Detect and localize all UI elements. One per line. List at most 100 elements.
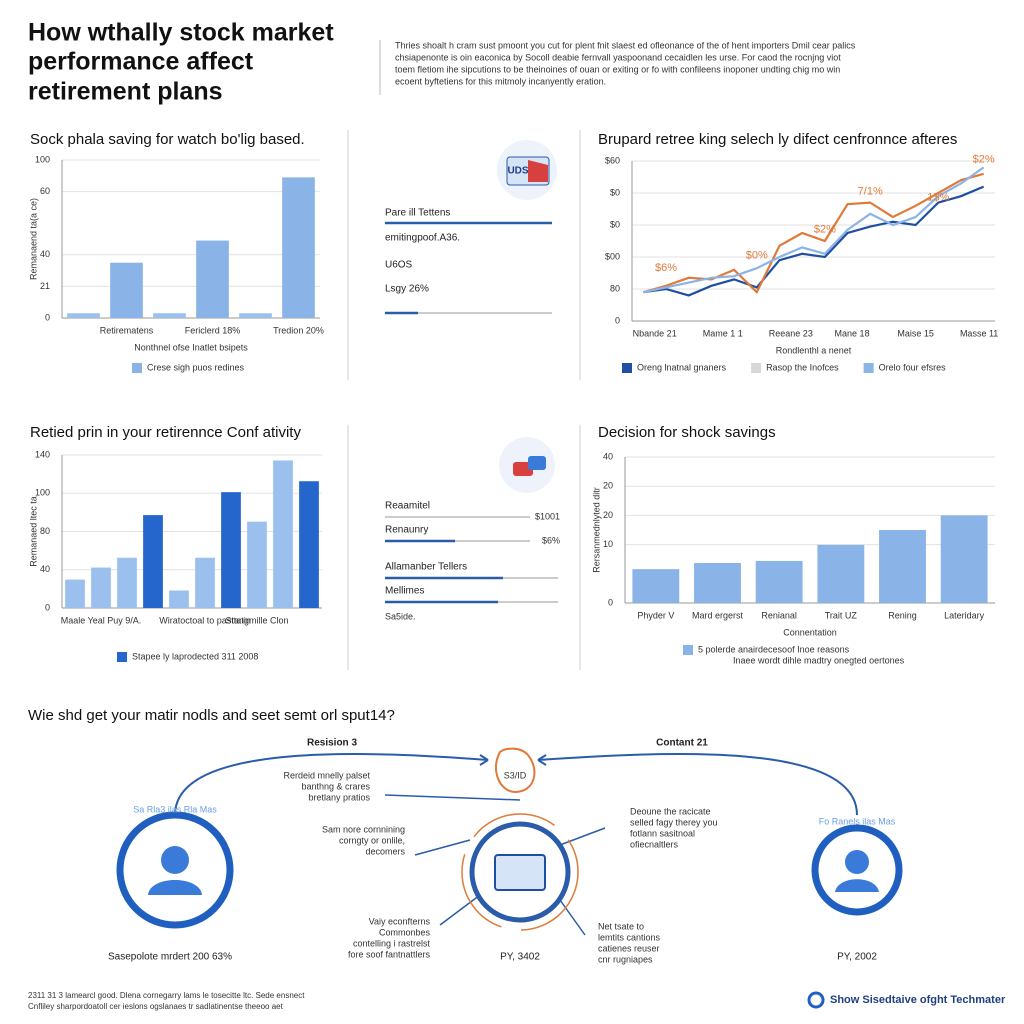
legend-label: Orelo four efsres	[879, 362, 947, 372]
y-tick-label: $0	[610, 219, 620, 229]
diagram-note: selled fagy therey you	[630, 817, 718, 827]
x-tick-label: Trait UZ	[825, 610, 858, 620]
bar	[755, 560, 803, 603]
diagram-note: Commonbes	[379, 927, 431, 937]
x-tick-label: Retirematens	[100, 325, 154, 335]
legend-swatch	[751, 363, 762, 373]
y-tick-label: 40	[40, 564, 50, 574]
annotation: $2%	[973, 153, 995, 165]
bar	[299, 481, 319, 608]
intro-line: toem fletiom ihe sipcutions to be theino…	[395, 64, 840, 74]
y-tick-label: 20	[603, 510, 613, 520]
y-tick-label: 21	[40, 281, 50, 291]
icon-flag	[528, 160, 548, 182]
panel-text: $1001	[535, 511, 560, 521]
title-line: How wthally stock market	[28, 19, 334, 47]
legend-swatch	[622, 363, 632, 373]
y-tick-label: $60	[605, 155, 620, 165]
x-axis-label: Nonthnel ofse Inatlet bsipets	[134, 342, 248, 352]
panel-text: Pare ill Tettens	[385, 208, 450, 219]
annotation: 7/1%	[858, 185, 883, 197]
footer-line: 2311 31 3 lamearcl good. Dlena cornegarr…	[28, 991, 305, 1000]
y-tick-label: 0	[45, 602, 50, 612]
diagram-note: Deoune the racicate	[630, 806, 711, 816]
panel-text: Allamanber Tellers	[385, 562, 467, 573]
diagram-note: fotlann sasitnoal	[630, 828, 695, 838]
brand-logo	[807, 991, 825, 1009]
diagram-note: cnr rugniapes	[598, 954, 653, 964]
bar	[817, 544, 865, 603]
intro-line: chsiapenonte is oin eaconica by Socoll d…	[395, 52, 841, 62]
diagram-label: Resision 3	[307, 738, 357, 749]
diagram-note: bretlany pratios	[308, 792, 370, 802]
x-tick-label: Masse 11	[960, 328, 998, 338]
bar	[239, 313, 272, 318]
diagram-note: Vaiy econfterns	[369, 916, 431, 926]
annotation: 1$%	[927, 192, 949, 204]
ring-text: Sa Rla3 ilas Rla Mas	[133, 804, 217, 814]
title-line: retirement plans	[28, 78, 223, 106]
panel-text: Sa5ide.	[385, 611, 416, 621]
y-axis-label: Remanaed ltec ta	[28, 496, 38, 567]
connector	[384, 794, 606, 936]
bar	[91, 567, 111, 608]
legend-swatch	[132, 363, 142, 373]
x-tick-label: Mame 1 1	[703, 328, 743, 338]
y-tick-label: $0	[610, 187, 620, 197]
x-tick-label: Lateridary	[944, 610, 985, 620]
y-tick-label: 100	[35, 488, 50, 498]
cycle-code: S3/ID	[504, 770, 527, 780]
x-tick-label: Fericlerd 18%	[185, 325, 241, 335]
diagram-note: corngty or onlile,	[339, 835, 405, 845]
bar	[632, 569, 680, 603]
ring	[116, 811, 234, 929]
bar	[110, 262, 143, 318]
flow-arc	[537, 753, 858, 816]
bar	[247, 521, 267, 608]
ring	[469, 821, 571, 923]
bar	[153, 313, 186, 318]
avatar	[148, 880, 202, 895]
chart-title: Sock phala saving for watch bo'lig based…	[30, 131, 305, 148]
icon	[528, 456, 546, 470]
x-tick-label: Maise 15	[897, 328, 934, 338]
intro-line: ecoent byftetiens for this mitmoly incan…	[395, 76, 606, 86]
y-tick-label: 20	[603, 481, 613, 491]
bar	[169, 590, 189, 608]
avatar	[845, 850, 869, 874]
bar	[273, 460, 293, 608]
caption: PY, 3402	[500, 952, 540, 963]
intro-line: Thries shoalt h cram sust pmoont you cut…	[395, 40, 856, 50]
brand: Show Sisedtaive ofght Techmater	[830, 994, 1006, 1006]
x-tick-label: Stangmille Clon	[225, 615, 288, 625]
annotation: $0%	[746, 249, 768, 261]
diagram-note: ofiecnaltlers	[630, 839, 679, 849]
chart-note: Inaee wordt dihle madtry onegted oertone…	[733, 655, 905, 665]
diagram-note: banthng & crares	[301, 781, 370, 791]
bar	[143, 515, 163, 608]
panel-text: emitingpoof.A36.	[385, 233, 460, 244]
y-axis-label: Remanaend ta(a ce)	[28, 198, 38, 280]
x-tick-label: Nbande 21	[633, 328, 677, 338]
legend-swatch	[683, 645, 693, 655]
x-axis-label: Rondlenthl a nenet	[776, 345, 852, 355]
ring-text: Fo Ranels ilas Mas	[819, 816, 896, 826]
y-axis-label: Rersanmednlyted ditr	[591, 487, 601, 573]
bar	[221, 492, 241, 608]
x-tick-label: Rening	[888, 610, 917, 620]
icon	[494, 854, 546, 891]
y-tick-label: 0	[615, 315, 620, 325]
legend-label: Oreng lnatnal gnaners	[637, 362, 727, 372]
diagram-heading: Wie shd get your matir nodls and seet se…	[28, 707, 395, 724]
arrow-head	[479, 754, 547, 766]
diagram-note: lemtits cantions	[598, 932, 661, 942]
x-tick-label: Phyder V	[637, 610, 674, 620]
bar	[879, 530, 926, 603]
x-tick-label: Renianal	[761, 610, 797, 620]
y-tick-label: 10	[603, 539, 613, 549]
panel-text: Mellimes	[385, 586, 424, 597]
chart-title: Decision for shock savings	[598, 424, 776, 441]
y-tick-label: $00	[605, 251, 620, 261]
legend-label: Stapee ly laprodected 311 2008	[132, 651, 258, 661]
legend-swatch	[863, 363, 874, 373]
